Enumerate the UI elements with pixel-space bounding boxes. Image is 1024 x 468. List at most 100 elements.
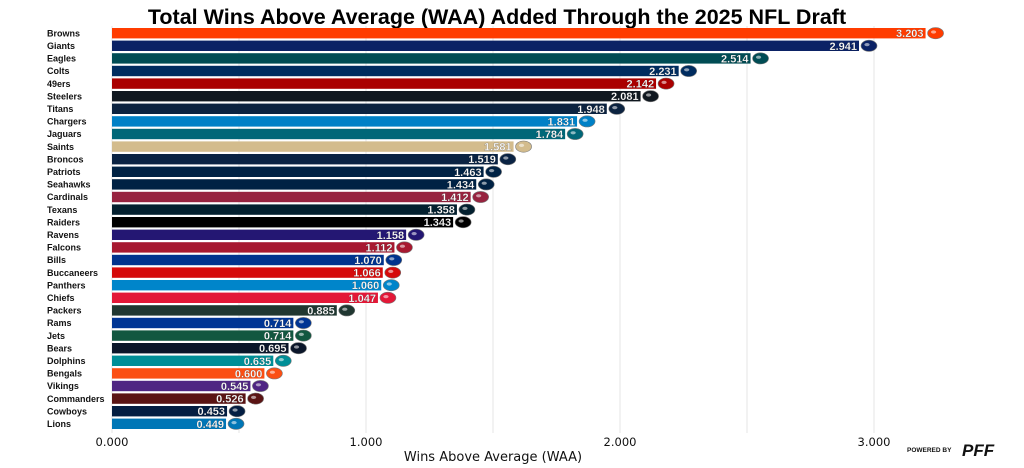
x-axis-ticks: 0.000 1.000 2.000 3.000 [96, 435, 891, 449]
bars [112, 28, 926, 429]
value-label: 1.158 [377, 230, 405, 242]
logo-shape [578, 115, 596, 128]
x-tick-label: 0.000 [96, 435, 129, 449]
value-label: 0.714 [264, 318, 292, 330]
value-label: 1.358 [427, 205, 455, 217]
logo-highlight [755, 55, 762, 59]
logo-highlight [411, 232, 417, 236]
value-label: 1.434 [447, 179, 475, 191]
value-label: 1.112 [366, 242, 393, 254]
logo-shape [477, 178, 495, 191]
logo-highlight [462, 206, 468, 210]
logo-shape [472, 191, 489, 203]
logo-shape [485, 165, 502, 178]
value-label: 3.203 [896, 28, 924, 40]
category-labels: Browns Giants Eagles Colts 49ers Steelers Tita… [47, 28, 105, 429]
logo-shape [454, 216, 472, 229]
pff-branding: POWERED BY PFF [907, 441, 995, 460]
bar-ravens [112, 229, 407, 240]
x-tick-label: 1.000 [350, 435, 383, 449]
logo-highlight [476, 194, 482, 198]
category-label: Lions [47, 419, 71, 429]
x-axis-title: Wins Above Average (WAA) [404, 450, 582, 465]
logo-highlight [388, 269, 394, 273]
logo-highlight [930, 30, 937, 34]
category-label: Bengals [47, 369, 82, 379]
category-label: Seahawks [47, 180, 91, 190]
falcons-logo [396, 241, 413, 254]
category-label: Ravens [47, 230, 79, 240]
category-label: Eagles [47, 54, 76, 64]
patriots-logo [485, 165, 502, 178]
logo-highlight [293, 345, 300, 349]
logo-shape [752, 52, 769, 65]
x-tick-label: 3.000 [858, 435, 891, 449]
category-label: Dolphins [47, 356, 86, 366]
powered-by-text: POWERED BY [907, 447, 952, 454]
category-label: Buccaneers [47, 268, 98, 278]
logo-shape [385, 254, 403, 266]
buccaneers-logo [384, 266, 402, 279]
logo-shape [274, 354, 292, 367]
value-label: 1.343 [424, 217, 452, 229]
bar-patriots [112, 166, 484, 177]
logo-highlight [481, 181, 487, 185]
logo-highlight [298, 320, 304, 324]
pff-logo: PFF [962, 441, 995, 460]
bar-commanders [112, 393, 246, 404]
logo-highlight [570, 131, 576, 135]
logo-shape [247, 392, 264, 405]
logo-shape [290, 342, 307, 355]
category-label: Colts [47, 66, 70, 76]
category-label: Bears [47, 343, 72, 353]
logo-shape [379, 291, 397, 304]
bar-eagles [112, 53, 751, 64]
logo-highlight [386, 282, 392, 286]
value-label: 1.581 [484, 142, 512, 154]
bar-49ers [112, 78, 657, 89]
saints-logo [515, 140, 532, 153]
team-logos [227, 27, 944, 430]
chargers-logo [578, 115, 596, 128]
value-label: 1.519 [468, 154, 496, 166]
category-label: Patriots [47, 167, 81, 177]
value-label: 1.047 [348, 293, 376, 305]
value-label: 1.412 [441, 192, 469, 204]
jaguars-logo [566, 128, 584, 140]
vikings-logo [252, 380, 269, 392]
bar-colts [112, 65, 679, 77]
dolphins-logo [274, 354, 292, 367]
texans-logo [458, 203, 476, 216]
value-label: 1.060 [352, 280, 380, 292]
logo-highlight [458, 219, 464, 223]
logo-shape [382, 279, 400, 292]
logo-highlight [278, 358, 284, 362]
category-label: Cowboys [47, 406, 87, 416]
logo-shape [515, 140, 532, 153]
logo-highlight [231, 421, 237, 425]
logo-highlight [612, 106, 618, 110]
bar-broncos [112, 154, 498, 165]
value-label: 0.453 [198, 406, 226, 418]
logo-highlight [298, 332, 304, 336]
cowboys-logo [228, 405, 246, 418]
bar-cardinals [112, 191, 471, 203]
value-label: 2.231 [649, 66, 677, 78]
value-label: 1.070 [354, 255, 382, 267]
category-label: Steelers [47, 91, 82, 101]
category-label: Saints [47, 142, 74, 152]
value-label: 0.714 [264, 331, 292, 343]
colts-logo [680, 65, 697, 77]
category-label: Bills [47, 255, 66, 265]
cardinals-logo [472, 191, 489, 203]
bar-bills [112, 254, 384, 266]
logo-shape [458, 203, 476, 216]
value-label: 0.600 [235, 368, 263, 380]
bar-dolphins [112, 355, 274, 366]
ravens-logo [407, 228, 425, 241]
bar-rams [112, 317, 294, 329]
bar-bears [112, 343, 289, 354]
raiders-logo [454, 216, 472, 229]
